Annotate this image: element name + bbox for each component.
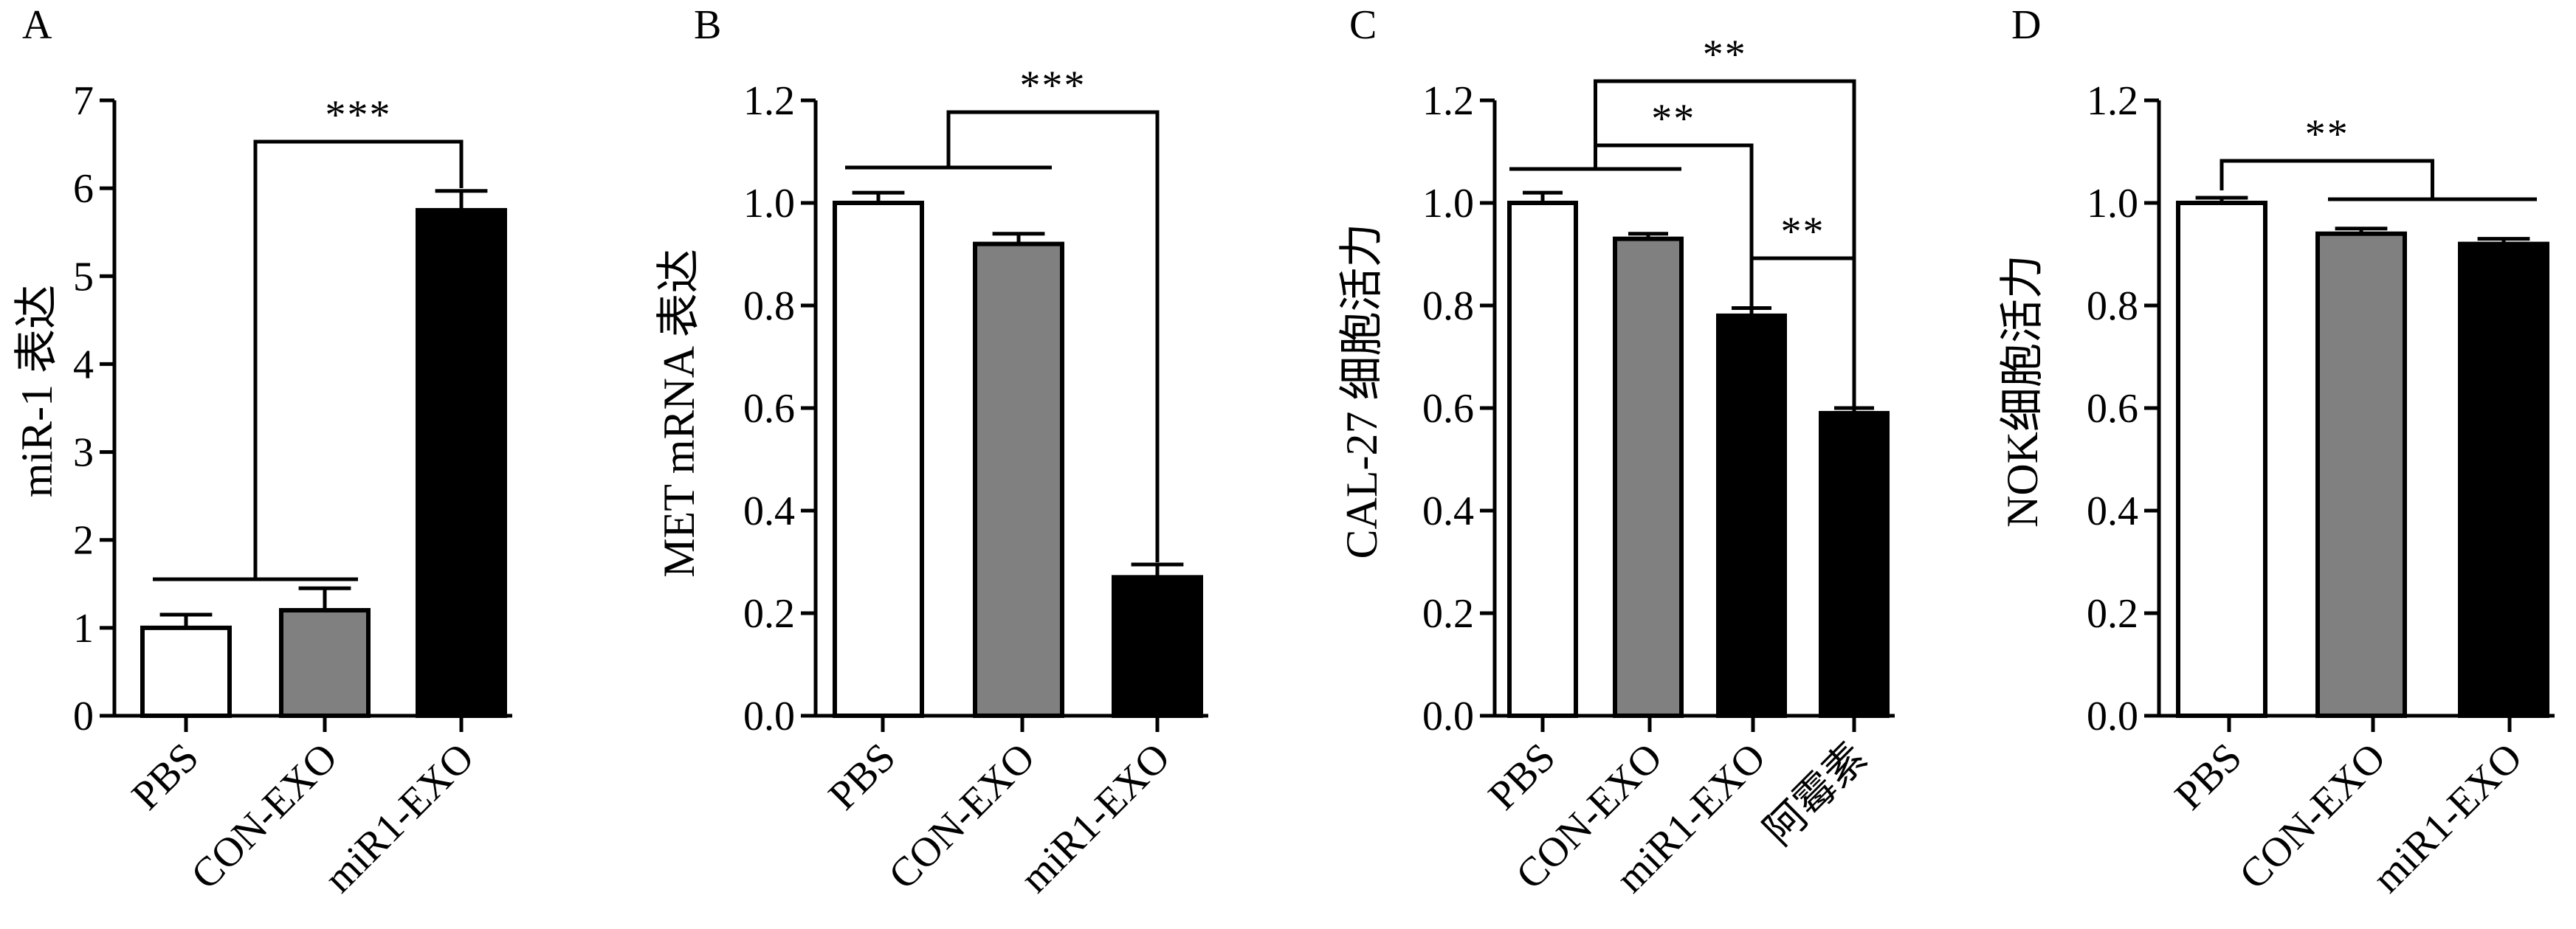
bar-con-exo [279,608,371,718]
y-tick-label: 0.4 [743,488,795,534]
y-axis-title: MET mRNA 表达 [655,249,703,578]
bracket-line [253,139,464,579]
bar-pbs [140,625,232,718]
y-tick-label: 1.2 [1422,78,1474,124]
bar-mir1-exo [2458,241,2549,719]
significance-label: *** [326,92,392,138]
y-tick-label: 0.6 [743,386,795,432]
y-tick-label: 2 [73,518,94,564]
y-tick-label: 0.2 [743,591,795,637]
panel-letter: D [2011,2,2041,48]
y-tick-label: 6 [73,166,94,212]
y-tick-label: 0.0 [2087,694,2138,739]
bar-mir1-exo [1112,575,1203,718]
significance-label: ** [2305,111,2349,157]
y-tick-label: 3 [73,430,94,476]
significance-label: ** [1781,209,1825,255]
category-label: PBS [1480,734,1564,818]
bracket-line [946,110,1160,562]
y-tick-label: 0.4 [1422,488,1474,534]
y-tick-label: 0.8 [1422,283,1474,329]
y-tick-label: 0 [73,694,94,739]
bar-mir1-exo [416,207,507,718]
bracket-line [1749,256,1856,406]
y-tick-label: 0.6 [1422,386,1474,432]
significance-bracket: ** [1749,209,1856,406]
y-tick-label: 5 [73,254,94,300]
significance-bracket: *** [153,92,464,581]
category-label: PBS [2166,734,2250,818]
y-axis-title: miR-1 表达 [13,285,61,497]
y-tick-label: 7 [73,78,94,124]
category-label: miR1-EXO [2364,734,2531,901]
significance-label: ** [1651,96,1695,142]
y-tick-label: 0.8 [743,283,795,329]
significance-bracket: ** [2219,111,2537,201]
y-tick-label: 1.2 [743,78,795,124]
panel-letter: B [694,2,721,48]
category-label: miR1-EXO [316,734,483,901]
y-tick-label: 0.0 [1422,694,1474,739]
y-tick-label: 0.6 [2087,386,2138,432]
significance-bracket: ** [1509,96,1754,306]
y-axis-title: NOK细胞活力 [1998,255,2047,528]
y-tick-label: 1.0 [743,181,795,227]
y-tick-label: 0.2 [1422,591,1474,637]
y-tick-label: 1.0 [2087,181,2138,227]
bar-pbs [833,201,924,718]
category-label: PBS [123,734,207,818]
bar-pbs [2176,201,2267,718]
bar-mir1-exo [1716,313,1787,718]
bar-con-exo [2315,231,2407,718]
y-axis-title: CAL-27 细胞活力 [1337,224,1386,559]
significance-bracket: *** [845,63,1160,562]
y-tick-label: 1 [73,606,94,652]
bracket-line [1594,143,1754,306]
panel-letter: A [22,2,52,48]
significance-label: *** [1020,63,1086,108]
bar-con-exo [973,241,1064,719]
category-label: PBS [820,734,904,818]
y-tick-label: 1.2 [2087,78,2138,124]
y-tick-label: 0.2 [2087,591,2138,637]
bar-pbs [1507,201,1578,718]
y-tick-label: 0.0 [743,694,795,739]
category-label: 阿霉素 [1756,734,1876,854]
y-tick-label: 0.4 [2087,488,2138,534]
y-tick-label: 1.0 [1422,181,1474,227]
significance-label: ** [1703,32,1747,77]
bar-con-exo [1613,236,1684,718]
y-tick-label: 0.8 [2087,283,2138,329]
category-label: miR1-EXO [1012,734,1179,901]
panel-d: DNOK细胞活力0.00.20.40.60.81.01.2PBSCON-EXOm… [1998,2,2555,902]
y-tick-label: 4 [73,342,94,387]
bracket-line [2219,159,2434,199]
panel-letter: C [1349,2,1377,48]
